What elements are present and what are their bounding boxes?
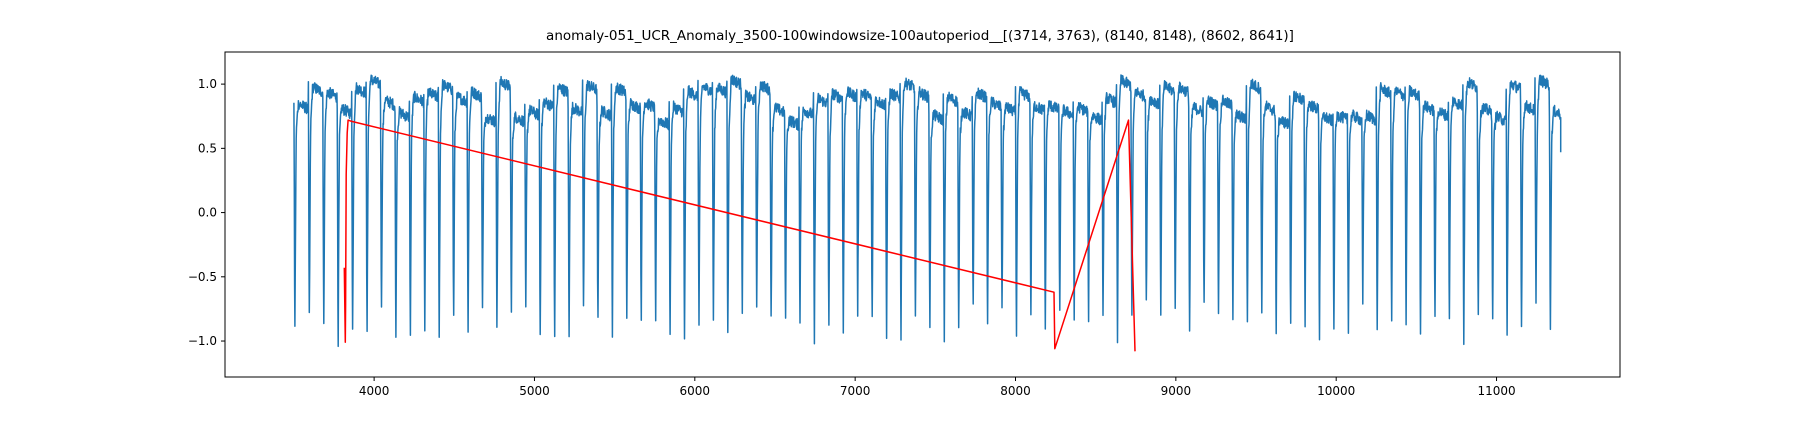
x-tick-label: 5000 (519, 384, 550, 398)
anomaly-series-line (343, 119, 1136, 352)
y-tick-label: 0.0 (198, 206, 217, 220)
plot-area (293, 74, 1562, 352)
signal-series-line (293, 74, 1562, 348)
x-tick-label: 11000 (1477, 384, 1515, 398)
x-tick-label: 10000 (1317, 384, 1355, 398)
axes-frame (224, 51, 1621, 378)
y-axis: 1.0 0.5 0.0 −0.5 −1.0 (188, 77, 225, 348)
x-tick-label: 4000 (359, 384, 390, 398)
x-tick-label: 7000 (840, 384, 871, 398)
x-tick-label: 9000 (1161, 384, 1192, 398)
x-axis: 4000 5000 6000 7000 8000 9000 10000 11000 (359, 377, 1516, 398)
y-tick-label: 0.5 (198, 141, 217, 155)
x-tick-label: 8000 (1000, 384, 1031, 398)
x-tick-label: 6000 (680, 384, 711, 398)
y-tick-label: −0.5 (188, 270, 217, 284)
y-tick-label: −1.0 (188, 334, 217, 348)
y-tick-label: 1.0 (198, 77, 217, 91)
chart-title: anomaly-051_UCR_Anomaly_3500-100windowsi… (546, 28, 1294, 44)
